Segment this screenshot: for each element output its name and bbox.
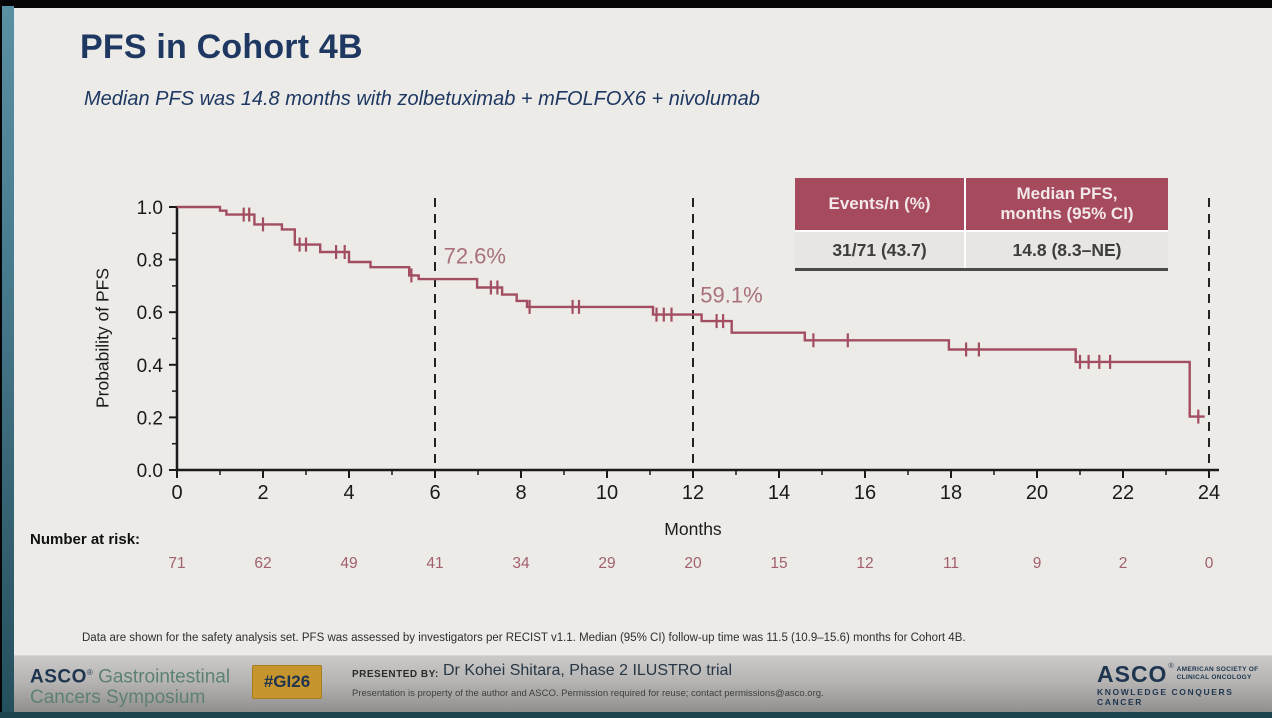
at-risk-value: 49 (340, 555, 357, 572)
asco-wordmark: ASCO (30, 666, 87, 688)
at-risk-value: 71 (168, 555, 185, 572)
footer-bar: ASCO® Gastrointestinal Cancers Symposium… (14, 655, 1272, 713)
table-cell-events: 31/71 (43.7) (795, 232, 964, 268)
at-risk-value: 20 (684, 555, 702, 572)
slide-subtitle: Median PFS was 14.8 months with zolbetux… (84, 88, 760, 110)
at-risk-value: 15 (770, 555, 787, 572)
table-cell-median-pfs: 14.8 (8.3–NE) (966, 232, 1168, 268)
left-edge-strip (2, 6, 14, 712)
asco-logo-row: ASCO ® AMERICAN SOCIETY OF CLINICAL ONCO… (1097, 661, 1272, 687)
hashtag-badge: #GI26 (252, 665, 322, 699)
registered-mark-icon: ® (1168, 663, 1174, 670)
permission-note: Presentation is property of the author a… (352, 688, 824, 699)
at-risk-value: 62 (254, 555, 271, 572)
y-tick-label: 0.2 (137, 408, 163, 429)
number-at-risk-label: Number at risk: (30, 531, 141, 548)
presented-by-label: PRESENTED BY: (352, 669, 439, 680)
y-tick-label: 0.4 (137, 356, 164, 377)
symposium-logo-line1: ASCO® Gastrointestinal (30, 662, 230, 687)
y-tick-label: 1.0 (137, 198, 163, 219)
presenter-name: Dr Kohei Shitara, Phase 2 ILUSTRO trial (443, 662, 733, 679)
at-risk-value: 29 (598, 555, 615, 572)
at-risk-value: 12 (856, 555, 873, 572)
x-tick-label: 2 (257, 482, 268, 504)
y-tick-label: 0.6 (137, 303, 163, 324)
y-tick-label: 0.8 (137, 251, 163, 272)
x-tick-label: 12 (682, 482, 704, 504)
asco-logo: ASCO ® AMERICAN SOCIETY OF CLINICAL ONCO… (1097, 661, 1272, 708)
footnote: Data are shown for the safety analysis s… (82, 632, 966, 644)
landmark-annotation: 72.6% (444, 243, 506, 268)
y-axis-label: Probability of PFS (92, 267, 113, 409)
x-tick-label: 0 (171, 482, 182, 504)
at-risk-value: 2 (1119, 555, 1128, 572)
symposium-logo: ASCO® Gastrointestinal Cancers Symposium (30, 662, 230, 708)
asco-logo-wordmark: ASCO (1097, 661, 1168, 687)
slide-title: PFS in Cohort 4B (80, 28, 363, 66)
symposium-logo-line2: Cancers Symposium (30, 687, 206, 709)
kaplan-meier-chart: 0.00.20.40.60.81.00 2 4 6 8 10 12 14 16 18 20 22 247… (137, 198, 1220, 572)
x-tick-label: 24 (1198, 482, 1220, 504)
at-risk-value: 41 (426, 555, 443, 572)
x-tick-label: 18 (940, 482, 962, 504)
at-risk-value: 11 (943, 555, 959, 572)
landmark-annotation: 59.1% (700, 283, 762, 308)
x-tick-label: 14 (768, 482, 790, 504)
registered-mark-icon: ® (86, 668, 93, 677)
table-header-events: Events/n (%) (795, 178, 964, 230)
asco-society-line2: CLINICAL ONCOLOGY (1176, 674, 1252, 681)
y-tick-label: 0.0 (137, 461, 163, 482)
pfs-summary-table: Events/n (%) Median PFS, months (95% CI)… (795, 178, 1168, 271)
x-tick-label: 6 (429, 482, 440, 504)
x-tick-label: 8 (515, 482, 526, 504)
at-risk-value: 0 (1205, 555, 1214, 572)
asco-society-text: AMERICAN SOCIETY OF CLINICAL ONCOLOGY (1177, 663, 1259, 682)
x-tick-label: 4 (343, 482, 354, 504)
asco-tagline: KNOWLEDGE CONQUERS CANCER (1097, 687, 1234, 707)
asco-society-line1: AMERICAN SOCIETY OF (1176, 666, 1259, 673)
x-tick-label: 22 (1112, 482, 1134, 504)
symposium-gastrointestinal: Gastrointestinal (92, 666, 231, 688)
x-axis-label: Months (664, 519, 722, 539)
slide: PFS in Cohort 4B Median PFS was 14.8 mon… (14, 8, 1272, 713)
x-tick-label: 20 (1026, 482, 1048, 504)
at-risk-value: 9 (1033, 555, 1042, 572)
x-tick-label: 10 (596, 482, 618, 504)
km-curve (177, 205, 1205, 418)
x-tick-label: 16 (854, 482, 876, 504)
table-header-median-pfs: Median PFS, months (95% CI) (966, 178, 1168, 230)
bottom-edge-strip (0, 712, 1272, 718)
at-risk-value: 34 (512, 555, 530, 572)
